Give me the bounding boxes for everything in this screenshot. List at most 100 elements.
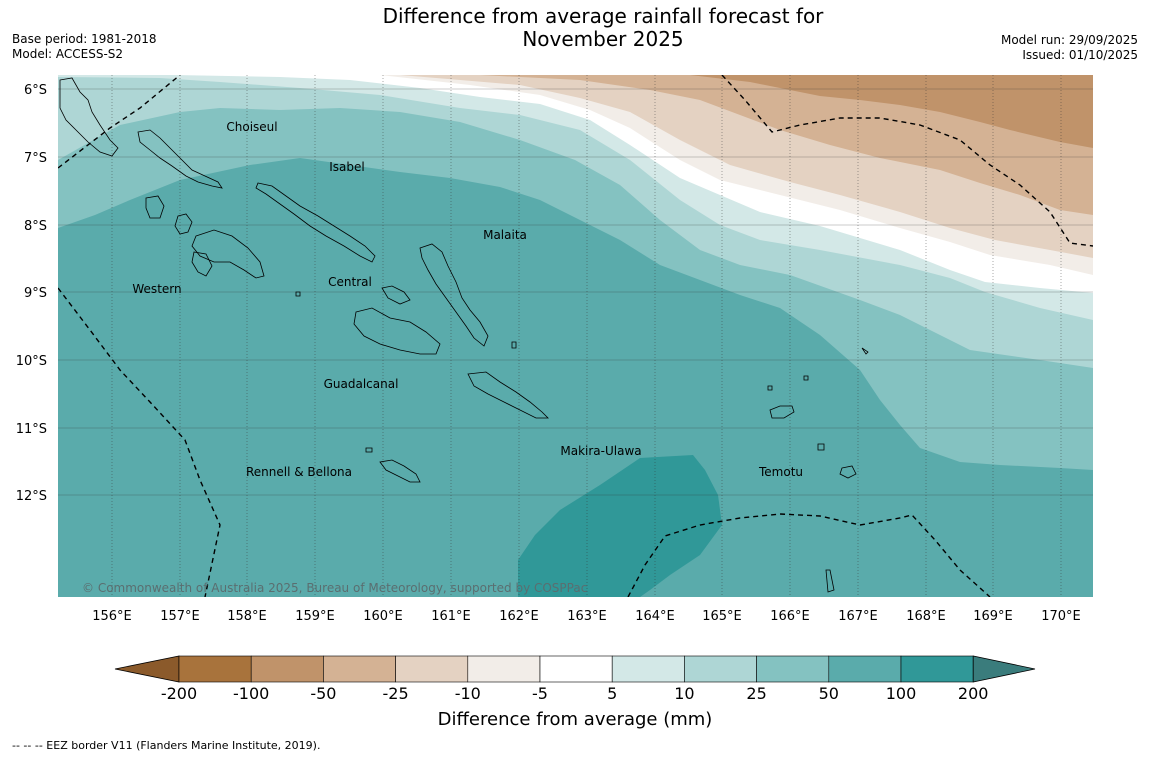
colorbar-tick-label: 50: [819, 684, 839, 703]
island-choiseul: [137, 129, 223, 189]
colorbar-tick-label: -25: [383, 684, 409, 703]
colorbar-swatch: [828, 655, 902, 683]
island-isabel: [255, 182, 376, 263]
island-anuta: [825, 569, 835, 593]
colorbar-swatch: [539, 655, 613, 683]
longitude-label: 156°E: [92, 609, 132, 624]
coastlines: [59, 77, 869, 593]
province-labels: Choiseul Isabel Malaita Western Central Guada…: [132, 120, 803, 479]
latitude-label: 12°S: [16, 489, 47, 504]
colorbar-high-extension: [972, 655, 1036, 683]
latitude-lines: [58, 88, 1093, 496]
model-name: Model: ACCESS-S2: [12, 47, 124, 61]
island-ulawa: [511, 341, 517, 349]
island-utupua: [767, 385, 773, 391]
latitude-labels: 6°S 7°S 8°S 9°S 10°S 11°S 12°S: [16, 83, 47, 504]
colorbar-tick-label: 25: [746, 684, 766, 703]
colorbar-tick-label: -200: [161, 684, 197, 703]
colorbar-swatch: [467, 655, 541, 683]
eez-borders: [58, 75, 1093, 597]
colorbar-tick-label: 200: [958, 684, 989, 703]
longitude-label: 167°E: [838, 609, 878, 624]
island-rendova: [191, 251, 213, 277]
colorbar-swatch: [395, 655, 469, 683]
colorbar-swatch: [178, 655, 252, 683]
island-nggela: [381, 285, 411, 305]
eez-border-northeast: [721, 75, 1093, 247]
province-label: Temotu: [758, 465, 803, 479]
island-rennell: [379, 459, 421, 483]
island-duff: [803, 375, 809, 381]
island-makira: [467, 371, 549, 419]
province-label: Malaita: [483, 228, 527, 242]
latitude-label: 10°S: [16, 354, 47, 369]
colorbar-tick-label: 5: [607, 684, 617, 703]
island-malaita: [419, 243, 489, 347]
base-period: Base period: 1981-2018: [12, 32, 157, 46]
colorbar-swatch: [756, 655, 830, 683]
eez-border-northwest: [58, 75, 181, 169]
province-label: Western: [132, 282, 181, 296]
province-label: Guadalcanal: [324, 377, 399, 391]
colorbar-tick-label: -50: [310, 684, 336, 703]
colorbar-swatch: [611, 655, 685, 683]
island-bougainville: [59, 77, 119, 157]
island-kolombangara: [145, 195, 165, 219]
island-guadalcanal: [353, 307, 441, 355]
island-bellona: [365, 447, 373, 453]
colorbar-tick-label: 10: [674, 684, 694, 703]
band-neg100-neg50: [690, 75, 1093, 148]
colorbar-swatch: [323, 655, 396, 683]
longitude-label: 168°E: [906, 609, 946, 624]
colorbar: -200 -100 -50 -25 -10 -5 5 10 25 50 100 200: [114, 655, 1036, 703]
longitude-label: 170°E: [1041, 609, 1081, 624]
colorbar-low-extension: [114, 655, 180, 683]
latitude-label: 7°S: [24, 151, 47, 166]
colorbar-swatch: [250, 655, 324, 683]
province-label: Choiseul: [226, 120, 277, 134]
colorbar-tick-label: -10: [455, 684, 481, 703]
colorbar-label: Difference from average (mm): [437, 709, 713, 730]
longitude-labels: 156°E 157°E 158°E 159°E 160°E 161°E 162°E 163°E…: [92, 609, 1081, 624]
longitude-label: 161°E: [431, 609, 471, 624]
colorbar-swatch: [684, 655, 757, 683]
province-label: Isabel: [329, 160, 364, 174]
island-vanikoro: [839, 465, 857, 479]
latitude-label: 8°S: [24, 219, 47, 234]
eez-border-southeast: [627, 513, 991, 597]
band-100-200: [518, 455, 722, 597]
longitude-label: 160°E: [363, 609, 403, 624]
latitude-label: 6°S: [24, 83, 47, 98]
province-label: Makira-Ulawa: [560, 444, 641, 458]
longitude-label: 157°E: [160, 609, 200, 624]
island-vangunu: [191, 229, 265, 279]
latitude-label: 11°S: [16, 422, 47, 437]
copyright-text: © Commonwealth of Australia 2025, Bureau…: [82, 581, 587, 595]
issued-date: Issued: 01/10/2025: [1022, 48, 1138, 62]
province-label: Central: [328, 275, 372, 289]
island-nendo: [769, 405, 795, 419]
eez-border-southwest: [58, 287, 221, 597]
longitude-label: 159°E: [295, 609, 335, 624]
island-russell: [295, 291, 301, 297]
longitude-label: 164°E: [635, 609, 675, 624]
model-run-date: Model run: 29/09/2025: [1000, 33, 1138, 47]
title-line-2: November 2025: [522, 27, 684, 51]
longitude-label: 169°E: [973, 609, 1013, 624]
longitude-label: 166°E: [770, 609, 810, 624]
colorbar-tick-label: 100: [886, 684, 917, 703]
title-line-1: Difference from average rainfall forecas…: [382, 4, 824, 28]
longitude-label: 158°E: [227, 609, 267, 624]
colorbar-tick-label: -5: [532, 684, 548, 703]
island-reef: [861, 347, 869, 355]
latitude-label: 9°S: [24, 286, 47, 301]
province-label: Rennell & Bellona: [246, 465, 352, 479]
longitude-label: 163°E: [567, 609, 607, 624]
rainfall-difference-field: [58, 75, 1093, 597]
longitude-label: 162°E: [499, 609, 539, 624]
graticule: [111, 75, 1062, 597]
longitude-label: 165°E: [702, 609, 742, 624]
island-new-georgia: [174, 213, 193, 235]
colorbar-swatch: [900, 655, 974, 683]
